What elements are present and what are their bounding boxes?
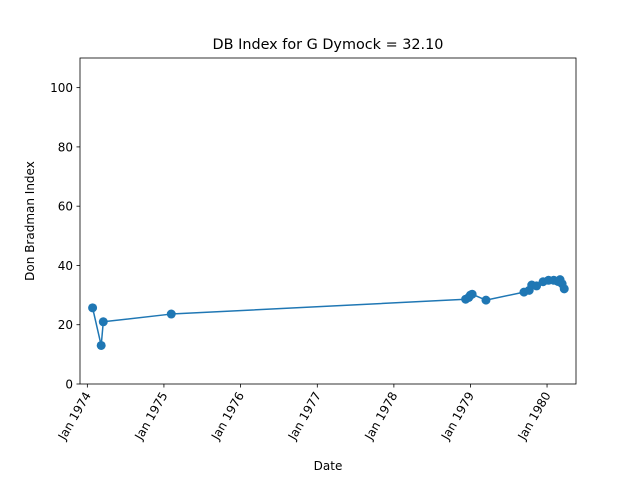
y-tick-label: 80 xyxy=(58,140,73,154)
data-point xyxy=(559,284,569,294)
y-tick-label: 40 xyxy=(58,259,73,273)
data-point xyxy=(98,317,108,327)
data-point xyxy=(166,309,176,319)
data-point xyxy=(88,303,98,313)
y-tick-label: 100 xyxy=(50,81,73,95)
data-point xyxy=(481,295,491,305)
y-axis-label: Don Bradman Index xyxy=(23,161,37,281)
plot-frame xyxy=(79,57,577,385)
y-tick-label: 20 xyxy=(58,318,73,332)
data-series xyxy=(88,275,569,350)
data-point xyxy=(467,289,477,299)
y-axis-ticks: 0 20 40 60 80 100 xyxy=(50,81,80,392)
x-axis-label: Date xyxy=(314,459,343,473)
data-point xyxy=(96,340,106,350)
chart-title: DB Index for G Dymock = 32.10 xyxy=(213,37,444,53)
y-tick-label: 60 xyxy=(58,200,73,214)
y-tick-label: 0 xyxy=(65,378,73,392)
plot-area xyxy=(80,58,576,384)
data-point xyxy=(532,281,542,291)
